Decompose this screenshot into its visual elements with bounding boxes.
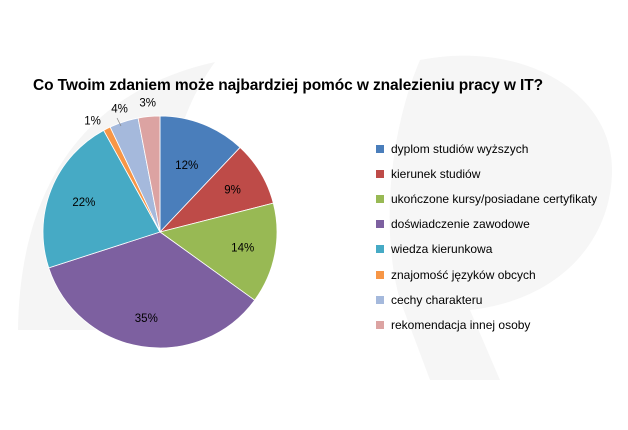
slice-data-label: 9%: [224, 185, 241, 197]
slice-data-label: 1%: [84, 116, 101, 128]
legend-swatch: [376, 320, 384, 329]
slice-data-label: 14%: [231, 243, 254, 255]
slice-data-label: 22%: [72, 197, 95, 209]
legend-swatch: [376, 270, 384, 279]
legend-item: znajomość języków obcych: [376, 262, 597, 287]
pie-slice: [42, 129, 161, 269]
legend-swatch: [376, 144, 384, 153]
pie-data-labels: 12% 9% 14% 35% 22% 1% 4% 3%: [72, 98, 254, 325]
legend-swatch: [376, 245, 384, 254]
chart-title: Co Twoim zdaniem może najbardziej pomóc …: [33, 77, 543, 94]
legend-label: ukończone kursy/posiadane certyfikaty: [391, 191, 598, 206]
legend-item: ukończone kursy/posiadane certyfikaty: [376, 186, 597, 211]
legend-label: dyplom studiów wyższych: [391, 141, 529, 156]
legend-label: rekomendacja innej osoby: [391, 317, 531, 332]
legend-item: wiedza kierunkowa: [376, 237, 597, 262]
pie-slice: [159, 202, 278, 301]
legend-label: cechy charakteru: [391, 292, 483, 307]
legend-label: wiedza kierunkowa: [391, 242, 493, 257]
pie-slices: [42, 115, 278, 349]
pie-slice: [137, 115, 161, 233]
slice-data-label: 3%: [139, 98, 156, 110]
legend-swatch: [376, 295, 384, 304]
leader-line: [116, 117, 122, 127]
legend-label: znajomość języków obcych: [391, 267, 536, 282]
legend-swatch: [376, 194, 384, 203]
legend-label: kierunek studiów: [391, 166, 481, 181]
legend: dyplom studiów wyższych kierunek studiów u…: [376, 136, 597, 338]
pie-slice: [159, 115, 241, 234]
legend-item: doświadczenie zawodowe: [376, 212, 597, 237]
slice-data-label: 4%: [111, 103, 128, 115]
legend-item: rekomendacja innej osoby: [376, 312, 597, 337]
legend-swatch: [376, 169, 384, 178]
legend-item: kierunek studiów: [376, 161, 597, 186]
legend-item: cechy charakteru: [376, 287, 597, 312]
slice-data-label: 35%: [135, 313, 158, 325]
slice-data-label: 12%: [175, 160, 198, 172]
legend-swatch: [376, 220, 384, 229]
legend-item: dyplom studiów wyższych: [376, 136, 597, 161]
legend-label: doświadczenie zawodowe: [391, 217, 530, 232]
pie-slice: [48, 231, 256, 349]
